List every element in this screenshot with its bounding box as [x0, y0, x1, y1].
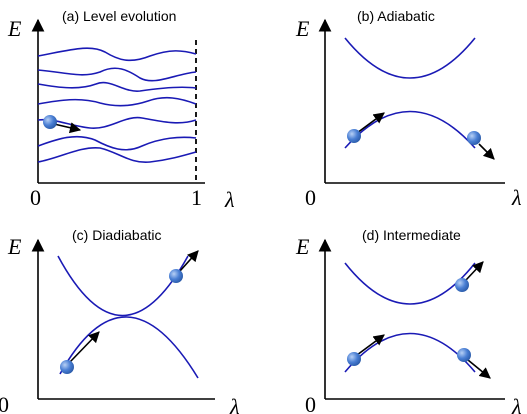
panel-a-arrow — [53, 122, 82, 134]
panel-a-tick-0: 0 — [30, 185, 41, 210]
panel-b-title: (b) Adiabatic — [357, 8, 435, 24]
panel-d-ball-2 — [455, 278, 469, 292]
panel-c-arrow-2 — [179, 250, 199, 272]
panel-b-tick-0: 0 — [305, 185, 316, 210]
panel-b-lower-curve — [344, 110, 476, 149]
panel-d-tick-0: 0 — [305, 392, 316, 414]
panel-a-level-5 — [37, 116, 197, 129]
panel-c: (c) Diadiabatic E 0 λ — [0, 227, 240, 414]
panel-d-title: (d) Intermediate — [362, 227, 461, 243]
panel-a-level-6 — [37, 135, 197, 151]
panel-c-tick-0: 0 — [0, 392, 9, 414]
panel-d-x-label: λ — [511, 394, 522, 414]
panel-b-x-label: λ — [511, 185, 522, 210]
panel-d-y-label: E — [295, 234, 310, 259]
panel-a-level-7 — [37, 147, 197, 163]
panel-c-title: (c) Diadiabatic — [72, 227, 161, 243]
panel-a-ball — [43, 115, 57, 129]
panel-c-ball-2 — [169, 269, 183, 283]
panel-c-x-label: λ — [229, 394, 240, 414]
panel-b-upper-curve — [344, 37, 476, 79]
panel-c-ball-1 — [60, 360, 74, 374]
panel-d-lower-curve — [344, 332, 476, 373]
panel-d-arrow-1 — [356, 334, 385, 356]
panel-d-ball-3 — [457, 348, 471, 362]
panel-c-arrow-1 — [69, 331, 100, 363]
panel-b-y-label: E — [295, 16, 310, 41]
panel-c-y-label: E — [7, 234, 22, 259]
panel-a-tick-1: 1 — [191, 185, 202, 210]
panel-d: (d) Intermediate E 0 λ — [295, 227, 522, 414]
panel-b-ball-2 — [467, 131, 481, 145]
panel-d-arrow-2 — [465, 261, 484, 281]
panel-b-arrow-2 — [478, 143, 495, 160]
panel-a-x-label: λ — [224, 187, 235, 212]
panel-a-level-2 — [37, 67, 197, 82]
panel-d-arrow-3 — [467, 359, 491, 379]
panel-c-upper-curve — [57, 255, 189, 317]
panel-b-ball-1 — [347, 129, 361, 143]
panel-d-ball-1 — [347, 352, 361, 366]
panel-a-level-1 — [37, 47, 197, 62]
panel-a-level-4 — [37, 96, 197, 107]
panel-a-y-label: E — [7, 16, 22, 41]
panel-c-lower-curve — [59, 316, 199, 379]
panel-a: (a) Level evolution E 0 1 λ — [7, 8, 235, 212]
panel-a-level-3 — [37, 81, 197, 92]
panel-a-title: (a) Level evolution — [62, 8, 176, 24]
panel-b: (b) Adiabatic E 0 λ — [295, 8, 522, 210]
panel-b-arrow-1 — [356, 112, 385, 134]
